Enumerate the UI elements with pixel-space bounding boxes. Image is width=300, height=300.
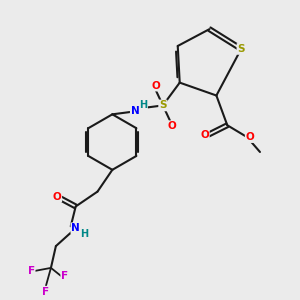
Text: O: O [167, 121, 176, 131]
Text: S: S [237, 44, 245, 54]
Text: F: F [42, 287, 50, 297]
Text: O: O [52, 192, 61, 202]
Text: H: H [139, 100, 147, 110]
Text: F: F [28, 266, 35, 276]
Text: N: N [71, 223, 80, 233]
Text: O: O [152, 81, 160, 91]
Text: O: O [246, 132, 254, 142]
Text: F: F [61, 271, 68, 281]
Text: O: O [200, 130, 209, 140]
Text: S: S [159, 100, 166, 110]
Text: H: H [80, 229, 89, 239]
Text: N: N [131, 106, 140, 116]
